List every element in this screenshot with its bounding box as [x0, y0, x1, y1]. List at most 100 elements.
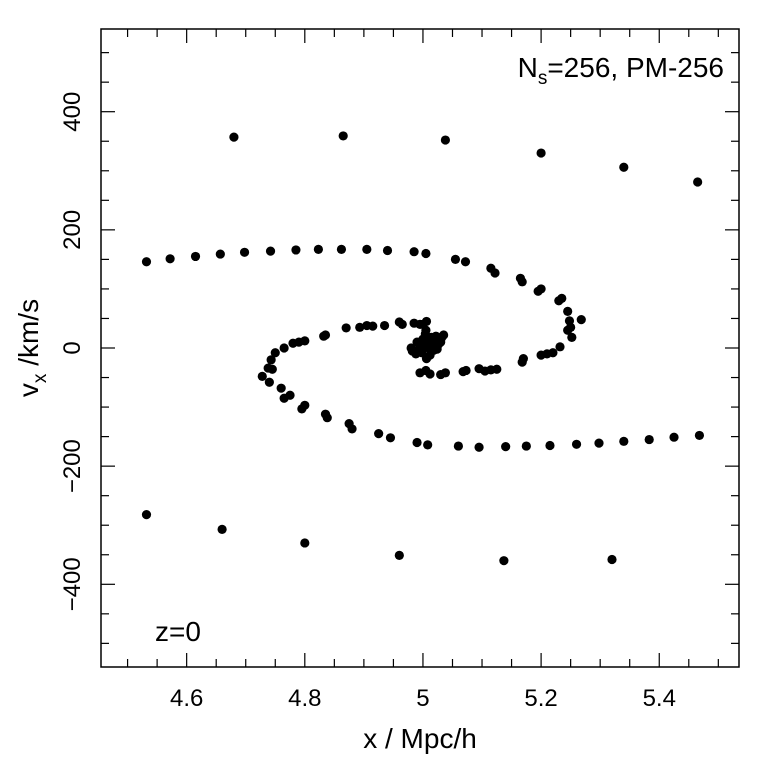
x-tick-label: 4.6: [170, 685, 203, 712]
data-point: [297, 404, 307, 414]
data-point: [313, 244, 323, 254]
data-point: [693, 177, 703, 187]
data-point: [291, 245, 301, 255]
y-tick-label: 200: [59, 210, 86, 250]
data-point: [563, 325, 573, 335]
x-tick-label: 5.4: [643, 685, 676, 712]
data-point: [341, 323, 351, 333]
data-point: [362, 244, 372, 254]
data-point: [521, 441, 531, 451]
data-point: [557, 293, 567, 303]
data-point: [474, 364, 484, 374]
data-point: [347, 424, 357, 434]
data-point: [336, 244, 347, 254]
y-tick-label: −200: [59, 439, 86, 493]
data-point: [165, 254, 175, 264]
data-points: [141, 131, 705, 566]
data-point: [533, 286, 543, 296]
data-point: [239, 247, 250, 257]
data-point: [319, 331, 329, 341]
data-point: [555, 342, 565, 352]
data-point: [300, 538, 310, 548]
y-tick-label: 400: [59, 92, 86, 132]
x-tick-label: 5: [416, 685, 429, 712]
data-point: [517, 277, 527, 287]
data-point: [279, 343, 289, 353]
data-point: [490, 268, 500, 278]
data-point: [397, 319, 407, 329]
data-point: [571, 439, 582, 449]
annotation-top-right: Ns=256, PM-256: [518, 52, 724, 89]
data-point: [460, 257, 471, 267]
data-point: [501, 442, 511, 452]
data-point: [270, 348, 280, 358]
x-axis-label: x / Mpc/h: [363, 723, 477, 754]
data-point: [421, 248, 431, 259]
data-point: [412, 437, 422, 448]
data-point: [141, 509, 152, 520]
y-tick-label: −400: [59, 557, 86, 611]
data-point: [644, 434, 654, 445]
data-point: [619, 436, 629, 446]
data-point: [409, 247, 419, 257]
data-point: [215, 249, 225, 259]
data-point: [453, 441, 463, 451]
data-point: [607, 554, 617, 565]
data-point: [619, 162, 629, 172]
data-point: [264, 377, 274, 387]
y-axis-label-main: v: [13, 383, 44, 397]
data-point: [450, 254, 461, 264]
data-point: [288, 338, 298, 348]
data-point: [545, 440, 555, 451]
data-point: [257, 371, 267, 381]
data-point: [267, 364, 277, 374]
data-point: [217, 524, 227, 534]
data-point: [669, 432, 679, 442]
data-point: [499, 556, 509, 566]
data-point: [322, 413, 332, 423]
data-point: [379, 320, 390, 331]
data-point: [415, 368, 425, 378]
data-point: [141, 257, 152, 267]
data-point: [474, 442, 484, 452]
data-point: [436, 369, 446, 380]
data-point: [285, 390, 295, 400]
data-point: [694, 430, 705, 441]
data-point: [517, 357, 527, 367]
data-point: [394, 550, 404, 560]
data-point: [563, 306, 573, 316]
y-axis-label: vx /km/s: [13, 299, 51, 397]
y-tick-label: 0: [59, 341, 86, 354]
data-point: [266, 355, 276, 365]
data-point: [338, 131, 348, 141]
data-point: [374, 429, 384, 439]
data-point: [439, 330, 449, 340]
data-point: [440, 135, 451, 145]
data-point: [362, 320, 372, 331]
data-point: [594, 438, 604, 448]
data-point: [229, 132, 239, 142]
data-point: [421, 325, 431, 335]
x-tick-label: 4.8: [288, 685, 321, 712]
annotation-main: N: [518, 52, 538, 83]
y-axis-label-sub: x: [30, 373, 51, 383]
annotation-bottom-left: z=0: [155, 616, 201, 647]
data-point: [190, 251, 201, 262]
data-point: [409, 318, 419, 328]
data-point: [567, 332, 577, 342]
data-point: [536, 148, 546, 158]
annotation-sub: s: [538, 68, 548, 89]
data-point: [276, 383, 286, 393]
axis-ticks: [101, 29, 739, 667]
data-point: [355, 322, 365, 332]
data-point: [423, 440, 433, 450]
data-point: [385, 433, 396, 443]
y-axis-label-tail: /km/s: [13, 299, 44, 374]
data-point: [458, 367, 468, 377]
annotation-rest: =256, PM-256: [547, 52, 724, 83]
data-point: [382, 245, 393, 256]
data-point: [576, 315, 586, 325]
data-point: [536, 350, 546, 360]
tick-labels: 4.6 4.8 5 5.2 5.4 −400 −200 0 200 400: [59, 92, 676, 712]
